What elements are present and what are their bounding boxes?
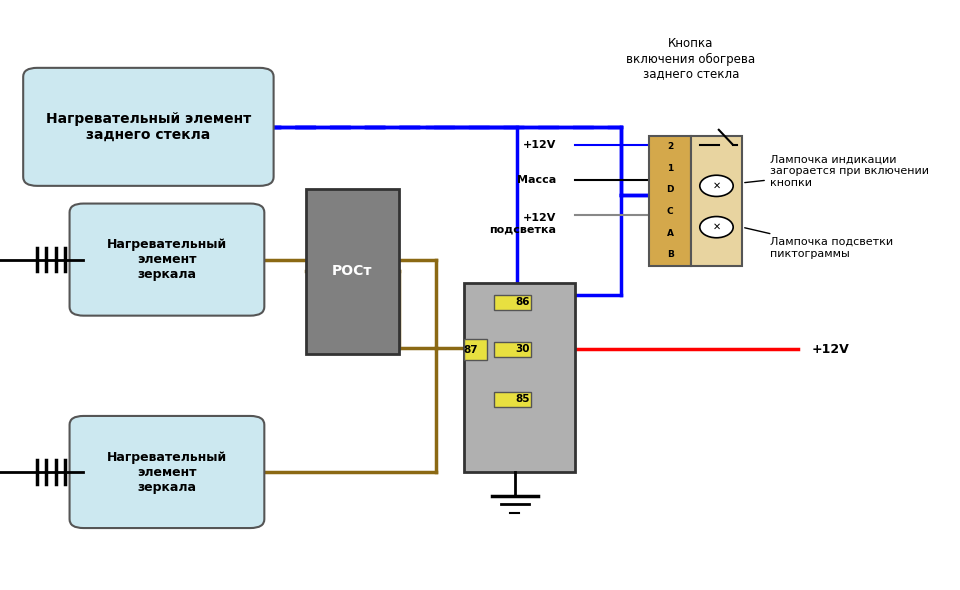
Text: 85: 85 xyxy=(515,395,529,404)
Text: B: B xyxy=(666,250,674,260)
Text: C: C xyxy=(667,207,673,216)
FancyBboxPatch shape xyxy=(69,416,264,528)
Text: 1: 1 xyxy=(667,164,673,173)
Bar xyxy=(494,295,532,310)
Text: Масса: Масса xyxy=(517,175,557,185)
Bar xyxy=(691,136,742,266)
Text: Нагревательный
элемент
зеркала: Нагревательный элемент зеркала xyxy=(107,238,227,281)
Text: Кнопка
включения обогрева
заднего стекла: Кнопка включения обогрева заднего стекла xyxy=(627,37,756,81)
Bar xyxy=(464,339,487,360)
Text: ✕: ✕ xyxy=(712,222,721,232)
Bar xyxy=(649,136,691,266)
Text: A: A xyxy=(666,229,674,238)
Bar xyxy=(494,392,532,407)
Text: D: D xyxy=(666,185,674,195)
Text: 87: 87 xyxy=(464,345,478,355)
Bar xyxy=(494,342,532,357)
Text: 86: 86 xyxy=(515,297,529,307)
Circle shape xyxy=(700,175,733,196)
Text: 2: 2 xyxy=(667,142,673,151)
Text: Лампочка подсветки
пиктограммы: Лампочка подсветки пиктограммы xyxy=(745,228,893,258)
Text: 30: 30 xyxy=(515,345,529,354)
Text: РОСт: РОСт xyxy=(332,264,372,278)
FancyBboxPatch shape xyxy=(23,68,274,186)
Text: +12V
подсветка: +12V подсветка xyxy=(490,214,557,235)
Text: ✕: ✕ xyxy=(712,181,721,191)
Text: +12V: +12V xyxy=(811,343,850,356)
Circle shape xyxy=(700,217,733,238)
FancyBboxPatch shape xyxy=(69,204,264,316)
Text: Лампочка индикации
загорается при включении
кнопки: Лампочка индикации загорается при включе… xyxy=(745,155,929,188)
FancyBboxPatch shape xyxy=(464,283,575,472)
Text: +12V: +12V xyxy=(523,140,557,149)
Text: Нагревательный
элемент
зеркала: Нагревательный элемент зеркала xyxy=(107,451,227,493)
FancyBboxPatch shape xyxy=(306,189,398,354)
Text: Нагревательный элемент
заднего стекла: Нагревательный элемент заднего стекла xyxy=(46,112,251,142)
